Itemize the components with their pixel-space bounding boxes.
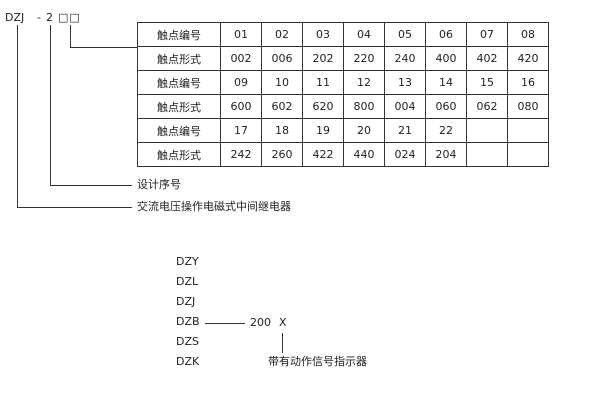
relay-type-label: 交流电压操作电磁式中间继电器: [137, 200, 291, 213]
suffix-x: X: [279, 316, 287, 329]
table-cell: 04: [343, 22, 385, 47]
model-code: DZY: [176, 255, 199, 268]
table-cell: 060: [425, 94, 467, 119]
row-label: 触点形式: [137, 94, 221, 119]
table-cell: 600: [220, 94, 262, 119]
table-cell: 002: [220, 46, 262, 71]
table-cell: 400: [425, 46, 467, 71]
table-cell: 16: [507, 70, 549, 95]
table-cell: 06: [425, 22, 467, 47]
table-cell: [507, 142, 549, 167]
table-cell: 024: [384, 142, 426, 167]
table-row: 触点形式 242 260 422 440 024 204: [137, 142, 549, 167]
table-cell: 09: [220, 70, 262, 95]
table-cell: 006: [261, 46, 303, 71]
table-cell: 03: [302, 22, 344, 47]
connector-line: [70, 25, 71, 47]
table-cell: 02: [261, 22, 303, 47]
model-prefix: DZJ: [5, 11, 25, 24]
table-cell: 620: [302, 94, 344, 119]
table-cell: 202: [302, 46, 344, 71]
table-cell: 062: [466, 94, 508, 119]
table-cell: 260: [261, 142, 303, 167]
connector-line: [17, 207, 132, 208]
connector-line: [70, 47, 137, 48]
code-boxes: □□: [58, 11, 81, 24]
model-code: DZL: [176, 275, 199, 288]
row-label: 触点形式: [137, 142, 221, 167]
table-cell: 17: [220, 118, 262, 143]
connector-line: [282, 333, 283, 353]
table-row: 触点编号 09 10 11 12 13 14 15 16: [137, 70, 549, 95]
table-cell: 004: [384, 94, 426, 119]
table-cell: 242: [220, 142, 262, 167]
row-label: 触点形式: [137, 46, 221, 71]
table-cell: [466, 142, 508, 167]
table-cell: 22: [425, 118, 467, 143]
table-cell: 18: [261, 118, 303, 143]
code-dash: -: [37, 11, 41, 24]
connector-line: [205, 323, 245, 324]
table-cell: 08: [507, 22, 549, 47]
table-cell: 11: [302, 70, 344, 95]
table-cell: 10: [261, 70, 303, 95]
table-row: 触点编号 01 02 03 04 05 06 07 08: [137, 22, 549, 47]
connector-line: [17, 25, 18, 207]
table-row: 触点形式 002 006 202 220 240 400 402 420: [137, 46, 549, 71]
table-row: 触点形式 600 602 620 800 004 060 062 080: [137, 94, 549, 119]
row-label: 触点编号: [137, 22, 221, 47]
table-cell: 01: [220, 22, 262, 47]
table-cell: 080: [507, 94, 549, 119]
table-cell: 21: [384, 118, 426, 143]
table-cell: 240: [384, 46, 426, 71]
table-cell: 800: [343, 94, 385, 119]
model-code: DZS: [176, 335, 199, 348]
contact-table: 触点编号 01 02 03 04 05 06 07 08 触点形式 002 006 202 220 240 4…: [137, 22, 549, 167]
table-cell: 12: [343, 70, 385, 95]
indicator-label: 带有动作信号指示器: [268, 355, 367, 368]
table-cell: 15: [466, 70, 508, 95]
table-cell: 422: [302, 142, 344, 167]
table-cell: 420: [507, 46, 549, 71]
row-label: 触点编号: [137, 118, 221, 143]
table-cell: 07: [466, 22, 508, 47]
table-cell: 20: [343, 118, 385, 143]
row-label: 触点编号: [137, 70, 221, 95]
connector-line: [50, 185, 132, 186]
table-cell: 14: [425, 70, 467, 95]
table-cell: 19: [302, 118, 344, 143]
table-cell: 220: [343, 46, 385, 71]
table-cell: 440: [343, 142, 385, 167]
model-code: DZB: [176, 315, 200, 328]
table-row: 触点编号 17 18 19 20 21 22: [137, 118, 549, 143]
suffix: 200: [250, 316, 271, 329]
table-cell: 402: [466, 46, 508, 71]
table-cell: [507, 118, 549, 143]
model-code: DZK: [176, 355, 200, 368]
connector-line: [50, 25, 51, 185]
code-digit: 2: [46, 11, 53, 24]
table-cell: 204: [425, 142, 467, 167]
table-cell: 13: [384, 70, 426, 95]
model-code: DZJ: [176, 295, 196, 308]
table-cell: 05: [384, 22, 426, 47]
table-cell: 602: [261, 94, 303, 119]
design-number-label: 设计序号: [137, 178, 181, 191]
table-cell: [466, 118, 508, 143]
